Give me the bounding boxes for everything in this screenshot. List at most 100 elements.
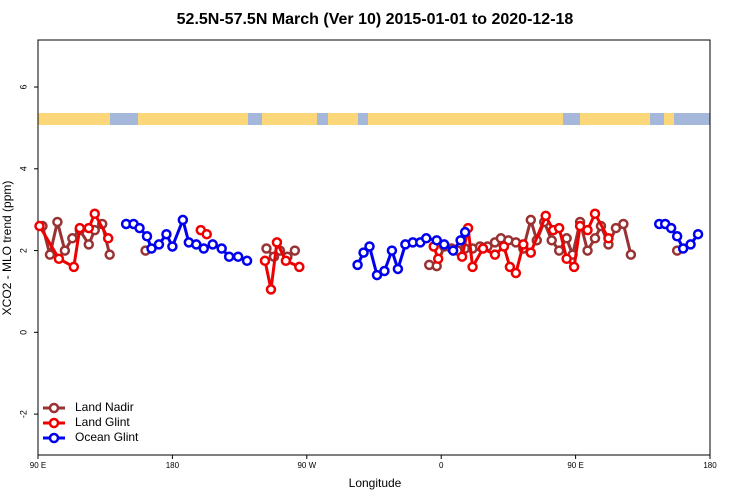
data-point	[582, 224, 593, 236]
data-point	[271, 237, 283, 248]
data-point	[216, 243, 227, 254]
data-point	[392, 263, 404, 275]
data-point	[603, 233, 614, 244]
data-point	[582, 245, 593, 256]
data-point	[685, 239, 696, 250]
y-axis-label: XCO2 - MLO trend (ppm)	[0, 181, 14, 316]
data-point	[74, 222, 86, 234]
data-point	[34, 220, 45, 232]
data-point	[232, 251, 244, 262]
legend-label: Ocean Glint	[75, 430, 139, 444]
data-point	[467, 261, 478, 273]
data-point	[692, 228, 704, 240]
x-tick-label: 180	[703, 461, 717, 470]
x-axis-label: Longitude	[349, 476, 402, 490]
data-point	[518, 239, 529, 250]
data-point	[364, 241, 375, 252]
data-point	[68, 261, 80, 273]
data-point	[665, 222, 677, 234]
data-point	[53, 253, 65, 264]
data-point	[294, 261, 305, 273]
plot-marks	[34, 208, 704, 295]
data-point	[432, 253, 444, 264]
x-tick-label: 180	[166, 461, 180, 470]
data-point	[141, 231, 153, 242]
data-point	[83, 239, 95, 250]
x-tick-label: 90 E	[567, 461, 583, 470]
data-point	[83, 222, 95, 234]
data-point	[589, 233, 601, 244]
data-point	[574, 220, 586, 232]
data-point	[352, 259, 363, 271]
data-point	[59, 245, 71, 256]
data-point	[456, 251, 468, 262]
data-point	[371, 269, 383, 281]
data-point	[241, 255, 253, 267]
legend-marker	[48, 417, 60, 429]
y-tick-label: 2	[18, 248, 28, 253]
data-point	[379, 265, 390, 277]
data-point	[191, 239, 202, 250]
data-point	[447, 245, 459, 256]
y-tick-label: 0	[18, 330, 28, 335]
data-point	[167, 241, 178, 252]
data-point	[455, 235, 466, 246]
data-point	[459, 226, 471, 238]
data-point	[618, 218, 629, 230]
data-point	[525, 214, 537, 226]
data-point	[177, 214, 189, 226]
data-point	[146, 243, 157, 254]
data-point	[261, 243, 272, 254]
data-point	[489, 249, 501, 260]
x-tick-label: 0	[439, 461, 444, 470]
data-point	[589, 208, 601, 220]
data-point	[610, 222, 622, 234]
data-point	[265, 284, 277, 295]
legend-marker	[48, 432, 60, 444]
data-point	[207, 239, 218, 250]
land-mask-strip	[38, 113, 710, 125]
data-point	[525, 247, 537, 258]
data-point	[477, 243, 489, 254]
data-point	[102, 233, 114, 244]
data-point	[289, 245, 301, 256]
data-point	[553, 245, 565, 256]
data-point	[223, 251, 235, 262]
data-point	[161, 228, 172, 240]
data-point	[677, 243, 689, 254]
data-point	[438, 239, 450, 250]
data-point	[201, 228, 212, 240]
data-point	[386, 245, 398, 256]
data-point	[280, 255, 292, 267]
y-tick-label: 6	[18, 85, 28, 90]
legend-label: Land Glint	[75, 415, 130, 429]
data-point	[198, 243, 210, 254]
data-point	[504, 261, 516, 273]
legend-marker	[48, 402, 60, 414]
data-point	[52, 216, 63, 228]
data-point	[358, 247, 369, 258]
data-point	[104, 249, 115, 260]
legend-label: Land Nadir	[75, 400, 134, 414]
data-point	[568, 261, 580, 273]
chart-title: 52.5N-57.5N March (Ver 10) 2015-01-01 to…	[177, 11, 574, 28]
data-point	[431, 235, 442, 246]
data-point	[421, 233, 432, 244]
data-point	[510, 267, 522, 279]
data-point	[546, 235, 557, 246]
y-tick-label: 4	[18, 166, 28, 171]
y-tick-label: -2	[18, 410, 28, 418]
data-point	[540, 210, 551, 222]
data-point	[44, 249, 56, 260]
x-tick-label: 90 W	[297, 461, 316, 470]
plot-frame	[37, 39, 711, 456]
data-point	[259, 255, 271, 267]
data-point	[671, 231, 683, 242]
data-point	[561, 253, 572, 264]
data-point	[498, 241, 510, 252]
data-point	[67, 233, 78, 244]
data-point	[134, 222, 145, 234]
data-point	[153, 239, 165, 250]
x-tick-label: 90 E	[30, 461, 46, 470]
